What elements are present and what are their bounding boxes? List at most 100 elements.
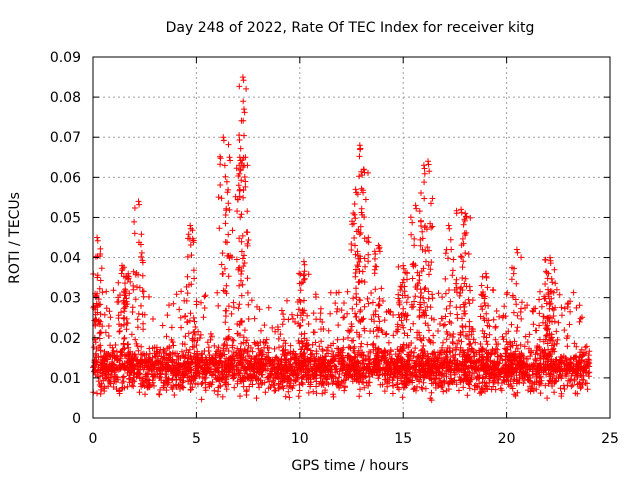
- data-point: [187, 225, 194, 232]
- data-point: [459, 359, 466, 366]
- data-point: [192, 372, 199, 378]
- data-point: [244, 208, 251, 215]
- data-point: [559, 372, 566, 379]
- data-point: [239, 74, 246, 81]
- data-point: [499, 314, 506, 321]
- data-point: [123, 301, 130, 308]
- data-point: [185, 231, 192, 238]
- data-point: [103, 305, 110, 312]
- data-point: [313, 316, 320, 323]
- data-point: [472, 339, 479, 346]
- data-point: [540, 349, 547, 355]
- data-point: [189, 235, 196, 242]
- data-point: [421, 286, 428, 293]
- data-point: [401, 313, 408, 320]
- data-point: [403, 375, 410, 382]
- data-point: [131, 351, 138, 358]
- data-point: [313, 383, 320, 390]
- data-point: [176, 306, 183, 313]
- data-point: [223, 282, 230, 289]
- data-point: [94, 237, 101, 244]
- data-point: [253, 369, 260, 376]
- data-point: [189, 335, 196, 342]
- data-point: [421, 224, 428, 231]
- data-point: [492, 323, 499, 330]
- data-point: [136, 389, 143, 396]
- data-point: [222, 220, 229, 227]
- data-point: [545, 286, 551, 293]
- data-point: [543, 353, 550, 360]
- data-point: [335, 358, 342, 365]
- data-point: [170, 300, 177, 307]
- data-point: [584, 386, 591, 393]
- data-point: [201, 359, 208, 366]
- data-point: [400, 276, 407, 283]
- data-point: [120, 340, 127, 347]
- data-point: [428, 224, 435, 231]
- data-point: [177, 376, 184, 383]
- data-point: [113, 348, 120, 355]
- data-point: [420, 379, 427, 386]
- data-point: [472, 359, 479, 366]
- data-point: [340, 362, 347, 369]
- data-point: [350, 210, 357, 217]
- data-point: [537, 336, 543, 343]
- data-point: [344, 310, 351, 317]
- data-point: [462, 275, 469, 282]
- data-point: [136, 375, 143, 382]
- data-point: [115, 279, 122, 286]
- data-point: [384, 383, 391, 390]
- data-point: [542, 281, 549, 287]
- data-point: [526, 345, 532, 352]
- data-point: [279, 383, 286, 390]
- data-point: [390, 312, 397, 318]
- data-point: [237, 393, 243, 400]
- data-point: [234, 352, 241, 359]
- data-point: [134, 324, 141, 331]
- data-point: [236, 301, 243, 308]
- data-point: [121, 334, 128, 341]
- data-point: [456, 292, 463, 299]
- data-point: [198, 299, 204, 306]
- data-point: [379, 329, 386, 336]
- data-point: [318, 338, 325, 345]
- data-point: [288, 376, 294, 383]
- data-point: [570, 289, 577, 296]
- data-point: [285, 316, 292, 323]
- data-point: [125, 270, 132, 277]
- data-point: [237, 166, 244, 173]
- data-point: [350, 295, 357, 302]
- data-point: [267, 365, 274, 372]
- data-point: [243, 392, 250, 398]
- data-point: [438, 349, 445, 356]
- y-tick-label: 0: [72, 411, 81, 427]
- data-point: [96, 330, 103, 337]
- data-point: [183, 366, 190, 373]
- data-point: [322, 387, 329, 394]
- data-point: [584, 380, 590, 387]
- data-point: [561, 386, 568, 392]
- data-point: [244, 348, 251, 355]
- data-point: [558, 390, 565, 397]
- data-point: [169, 339, 176, 345]
- data-point: [492, 336, 499, 343]
- data-point: [201, 366, 208, 373]
- data-point: [428, 362, 435, 368]
- data-point: [244, 240, 251, 247]
- data-point: [92, 293, 99, 300]
- data-point: [420, 334, 427, 341]
- data-point: [344, 352, 351, 359]
- data-point: [121, 345, 128, 352]
- data-point: [439, 383, 446, 390]
- data-point: [187, 310, 194, 317]
- data-point: [356, 231, 363, 238]
- data-point: [359, 268, 366, 275]
- data-point: [450, 256, 457, 263]
- data-point: [301, 271, 307, 278]
- data-point: [488, 386, 495, 393]
- data-point: [296, 270, 303, 277]
- data-point: [327, 310, 334, 317]
- data-point: [170, 382, 177, 389]
- data-point: [508, 321, 515, 328]
- data-point: [188, 252, 195, 259]
